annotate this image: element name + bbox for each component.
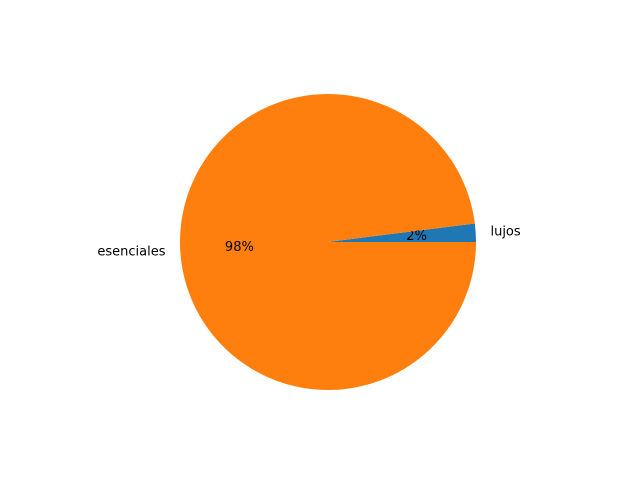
slice-label-esenciales: esenciales	[97, 245, 165, 260]
pie-slice-lujos	[328, 223, 476, 242]
slice-pct-esenciales: 98%	[225, 240, 254, 255]
slice-label-lujos: lujos	[490, 224, 520, 239]
pie-slice-esenciales	[180, 93, 476, 390]
slice-pct-lujos: 2%	[406, 229, 427, 244]
